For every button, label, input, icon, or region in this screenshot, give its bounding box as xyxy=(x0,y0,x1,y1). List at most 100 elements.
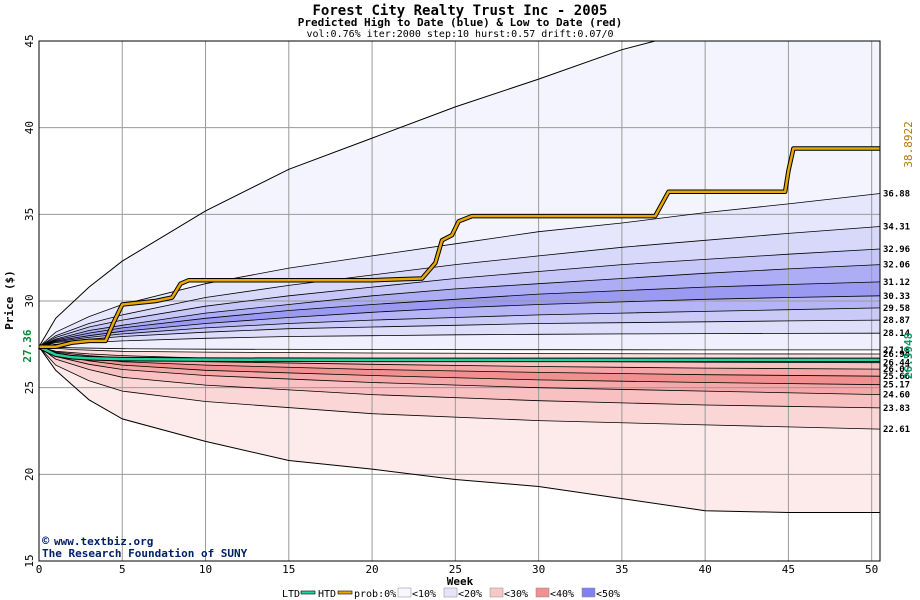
credit-url: www.textbiz.org xyxy=(54,535,153,548)
outer-high-line xyxy=(38,40,656,348)
credit-copyright-icon: © xyxy=(42,534,50,548)
ltd-final-label: 26.5948 xyxy=(902,333,915,379)
legend-swatch xyxy=(581,587,596,598)
band-boundaries xyxy=(38,40,881,513)
probability-bands xyxy=(39,41,880,513)
upper-band-8 xyxy=(39,320,880,347)
plot-frame xyxy=(38,40,881,562)
x-tick-label: 30 xyxy=(532,563,545,576)
upper-band-5 xyxy=(39,281,880,347)
band-end-label: 30.33 xyxy=(883,292,910,302)
band-end-label: 27.18 xyxy=(883,346,910,356)
credit-block: © www.textbiz.org The Research Foundatio… xyxy=(42,534,248,560)
outer-low-line xyxy=(38,346,880,513)
x-tick-label: 10 xyxy=(199,563,212,576)
chart-subtitle: Predicted High to Date (blue) & Low to D… xyxy=(298,16,623,29)
lower-band-2 xyxy=(39,346,880,377)
legend-swatch xyxy=(397,587,412,598)
legend-htd-label: HTD xyxy=(318,589,336,600)
legend-item-label: <20% xyxy=(458,589,482,600)
band-end-label: 26.94 xyxy=(883,350,911,360)
band-end-label: 31.12 xyxy=(883,278,910,288)
legend-item-label: <30% xyxy=(504,589,528,600)
y-tick-label: 15 xyxy=(23,554,36,567)
x-tick-label: 35 xyxy=(615,563,628,576)
y-tick-label: 35 xyxy=(23,208,36,221)
chart-title: Forest City Realty Trust Inc - 2005 xyxy=(312,3,607,19)
band-boundary-line xyxy=(38,193,881,348)
legend-prob-label: prob:0% xyxy=(354,589,396,600)
lower-band-1 xyxy=(39,346,880,370)
band-end-label: 34.31 xyxy=(883,222,910,232)
legend-items: <10% <20% <30% <40% <50% xyxy=(397,587,620,600)
y-tick-label: 25 xyxy=(23,381,36,394)
upper-band-4 xyxy=(39,264,880,347)
band-end-label: 32.96 xyxy=(883,245,910,255)
y-tick-label: 20 xyxy=(23,468,36,481)
upper-band-1 xyxy=(39,193,880,347)
band-end-label: 22.61 xyxy=(883,425,910,435)
x-tick-label: 5 xyxy=(119,563,126,576)
band-end-label: 28.87 xyxy=(883,316,910,326)
band-boundary-line xyxy=(38,346,881,395)
legend-item-label: <50% xyxy=(596,589,620,600)
band-end-label: 25.66 xyxy=(883,372,910,382)
y-axis-label: Price ($) xyxy=(3,270,16,330)
right-band-labels: 36.88 34.31 32.96 32.06 31.12 30.33 29.58 28.87… xyxy=(883,190,911,436)
legend-swatch xyxy=(535,587,550,598)
x-tick-label: 25 xyxy=(449,563,462,576)
band-end-label: 26.07 xyxy=(883,365,910,375)
y-tick-label: 30 xyxy=(23,294,36,307)
htd-final-label: 38.8922 xyxy=(902,121,915,167)
legend-ltd-swatch xyxy=(300,590,316,595)
htd-series-line xyxy=(39,147,880,349)
legend-htd-swatch xyxy=(337,590,353,595)
upper-band-0 xyxy=(39,41,880,347)
credit-org: The Research Foundation of SUNY xyxy=(42,547,248,560)
band-end-label: 23.83 xyxy=(883,404,910,414)
band-boundary-line xyxy=(38,307,881,348)
band-end-label: 26.44 xyxy=(883,359,911,369)
band-boundary-line xyxy=(38,281,881,348)
chart-params: vol:0.76% iter:2000 step:10 hurst:0.57 d… xyxy=(306,29,613,40)
band-end-label: 28.14 xyxy=(883,329,911,339)
x-tick-label: 15 xyxy=(282,563,295,576)
legend-item-label: <10% xyxy=(412,589,436,600)
band-boundary-line xyxy=(38,346,881,409)
upper-band-3 xyxy=(39,249,880,347)
legend-ltd-label: LTD xyxy=(282,589,300,600)
y-tick-label: 40 xyxy=(23,121,36,134)
y-tick-label: 45 xyxy=(23,34,36,47)
legend-swatch xyxy=(489,587,504,598)
legend-swatch xyxy=(443,587,458,598)
upper-band-2 xyxy=(39,226,880,347)
lower-band-5 xyxy=(39,346,880,408)
band-end-label: 32.06 xyxy=(883,261,910,271)
x-tick-label: 20 xyxy=(365,563,378,576)
band-end-label: 29.58 xyxy=(883,304,910,314)
band-boundary-line xyxy=(38,248,881,348)
band-boundary-line xyxy=(38,226,881,348)
x-tick-labels: 0 5 10 15 20 25 30 35 40 45 50 xyxy=(36,563,879,576)
start-price-label: 27.36 xyxy=(21,329,34,362)
lower-band-4 xyxy=(39,346,880,395)
band-boundary-line xyxy=(38,264,881,348)
x-tick-label: 0 xyxy=(36,563,43,576)
x-tick-label: 45 xyxy=(782,563,795,576)
legend: LTD HTD prob:0% <10% <20% <30% <40% <50% xyxy=(282,587,620,600)
upper-band-6 xyxy=(39,295,880,347)
band-boundary-line xyxy=(38,346,880,351)
x-tick-label: 40 xyxy=(699,563,712,576)
legend-item-label: <40% xyxy=(550,589,574,600)
x-axis-label: Week xyxy=(447,575,474,588)
lower-band-7 xyxy=(39,346,880,513)
band-end-label: 36.88 xyxy=(883,190,910,200)
band-boundary-line xyxy=(38,346,881,355)
band-boundary-line xyxy=(38,346,881,430)
lower-band-3 xyxy=(39,346,880,385)
lower-band-6 xyxy=(39,346,880,430)
band-boundary-line xyxy=(38,295,881,348)
band-end-label: 25.17 xyxy=(883,381,910,391)
band-end-label: 24.60 xyxy=(883,391,910,401)
